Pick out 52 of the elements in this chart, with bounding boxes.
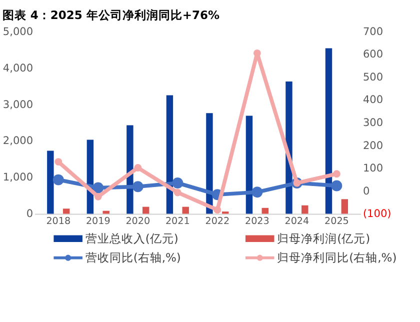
point <box>252 186 263 198</box>
bar <box>206 113 213 214</box>
y2-tick-label: 500 <box>362 71 384 84</box>
bar <box>182 206 189 214</box>
point <box>174 188 182 196</box>
y-tick-label: 1,000 <box>2 172 34 184</box>
bar <box>62 208 70 214</box>
x-tick-label: 2025 <box>324 216 349 227</box>
legend-label: 归母净利润(亿元) <box>277 232 370 246</box>
x-tick-label: 2021 <box>165 216 190 227</box>
bar <box>341 199 348 214</box>
x-tick-label: 2019 <box>86 216 110 227</box>
point <box>54 158 62 166</box>
point <box>214 206 222 214</box>
bar <box>302 205 308 214</box>
y2-tick-label: 300 <box>362 116 384 129</box>
bar <box>246 116 253 214</box>
y2-tick-label: 100 <box>362 162 384 175</box>
y2-tick-label: 400 <box>362 94 384 106</box>
y-tick-label: 0 <box>26 208 34 220</box>
legend-label: 营收同比(右轴,%) <box>85 250 181 265</box>
bar <box>142 206 150 214</box>
point <box>332 170 340 178</box>
x-tick-label: 2018 <box>46 216 71 227</box>
point <box>52 174 64 186</box>
bar <box>47 150 54 214</box>
bar <box>325 48 332 214</box>
bar <box>262 208 268 214</box>
x-tick-label: 2020 <box>126 216 150 227</box>
point <box>132 181 144 192</box>
y2-tick-label: 600 <box>362 48 384 61</box>
point <box>94 192 102 200</box>
x-tick-label: 2022 <box>205 216 230 227</box>
point <box>92 182 104 194</box>
y2-tick-label: (100) <box>362 208 392 220</box>
chart-title: 图表 4：2025 年公司净利润同比+76% <box>2 8 220 22</box>
y-tick-label: 4,000 <box>2 62 34 74</box>
y-tick-label: 3,000 <box>2 98 34 111</box>
legend-label: 营业总收入(亿元) <box>85 232 178 246</box>
point <box>331 180 342 192</box>
bar <box>102 210 110 214</box>
y-tick-label: 2,000 <box>2 135 34 148</box>
x-tick-label: 2023 <box>244 216 270 227</box>
x-tick-label: 2024 <box>284 216 310 227</box>
legend-label: 归母净利同比(右轴,%) <box>277 250 397 265</box>
y2-tick-label: 200 <box>362 140 384 152</box>
point <box>172 178 184 188</box>
bar <box>166 95 174 214</box>
y-tick-label: 5,000 <box>2 26 34 38</box>
point <box>134 164 142 172</box>
y2-tick-label: 700 <box>362 26 384 38</box>
y2-tick-label: 0 <box>362 185 370 198</box>
